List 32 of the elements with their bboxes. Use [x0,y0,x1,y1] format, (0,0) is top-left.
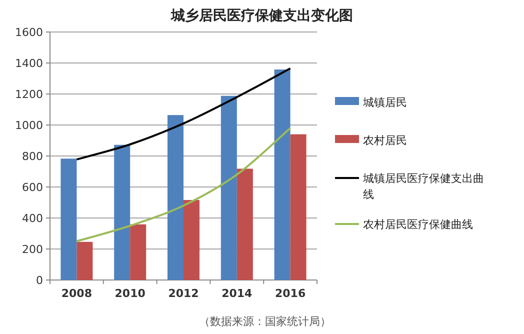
bar [130,224,146,280]
y-tick-label: 1400 [15,57,43,70]
chart-title: 城乡居民医疗保健支出变化图 [170,7,353,24]
line-series [76,127,292,242]
legend-label: 城镇居民医疗保健支出曲线 [362,172,484,201]
y-tick-label: 1600 [15,26,43,39]
bar [76,242,93,280]
x-tick-label: 2016 [274,287,306,300]
x-tick-label: 2010 [114,287,146,300]
x-tick-label: 2012 [168,287,199,300]
bar [114,144,130,280]
legend-label: 城镇居民 [362,96,407,109]
y-tick-label: 600 [22,181,43,194]
bar [60,158,77,280]
legend-label: 农村居民医疗保健曲线 [363,218,473,231]
y-tick-label: 0 [36,274,43,287]
line-series [76,67,292,160]
text: （数据来源：国家统计局） [199,315,331,328]
bar [168,115,184,280]
bar [290,134,306,280]
y-tick-label: 1200 [15,88,43,101]
bar [236,168,253,280]
bar [274,70,290,280]
legend-label: 农村居民 [363,134,407,147]
y-tick-label: 400 [22,212,43,225]
y-tick-label: 800 [22,150,43,163]
bar [220,96,237,280]
y-tick-label: 1000 [15,119,43,132]
bar [184,200,200,280]
x-tick-label: 2008 [61,287,92,300]
y-tick-label: 200 [22,243,43,256]
x-tick-label: 2014 [222,287,253,300]
